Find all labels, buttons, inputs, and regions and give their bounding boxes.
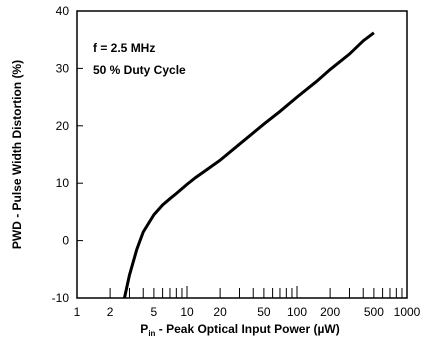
x-tick-label: 1 xyxy=(74,305,81,319)
plot-frame xyxy=(76,10,408,299)
y-tick-label: 20 xyxy=(56,119,70,133)
y-axis-title: PWD - Pulse Width Distortion (%) xyxy=(10,60,24,249)
x-tick-label: 5 xyxy=(151,305,158,319)
x-axis-title-subscript: in xyxy=(148,329,155,338)
y-axis-ticks: -10 0 10 20 30 40 xyxy=(52,4,83,305)
y-tick-label: 0 xyxy=(62,234,69,248)
x-axis-title-main: P xyxy=(140,322,148,336)
y-tick-label: -10 xyxy=(52,291,70,305)
x-tick-label: 1000 xyxy=(394,305,421,319)
y-tick-label: 40 xyxy=(56,4,70,18)
x-tick-label: 10 xyxy=(180,305,194,319)
x-tick-label: 200 xyxy=(320,305,340,319)
x-axis-title: Pin - Peak Optical Input Power (µW) xyxy=(140,322,339,338)
x-tick-label: 50 xyxy=(257,305,271,319)
y-tick-label: 30 xyxy=(56,61,70,75)
pwd-curve xyxy=(122,31,375,299)
duty-cycle-annotation: 50 % Duty Cycle xyxy=(93,63,186,77)
frequency-annotation: f = 2.5 MHz xyxy=(93,41,155,55)
y-tick-label: 10 xyxy=(56,176,70,190)
x-minor-ticks xyxy=(109,286,403,298)
x-axis-title-rest: - Peak Optical Input Power (µW) xyxy=(155,322,339,336)
x-tick-label: 2 xyxy=(107,305,114,319)
x-tick-label: 500 xyxy=(364,305,384,319)
x-tick-label: 20 xyxy=(213,305,227,319)
x-axis-ticks: 1 2 5 10 20 50 100 200 500 1000 xyxy=(74,305,421,319)
x-tick-label: 100 xyxy=(287,305,307,319)
